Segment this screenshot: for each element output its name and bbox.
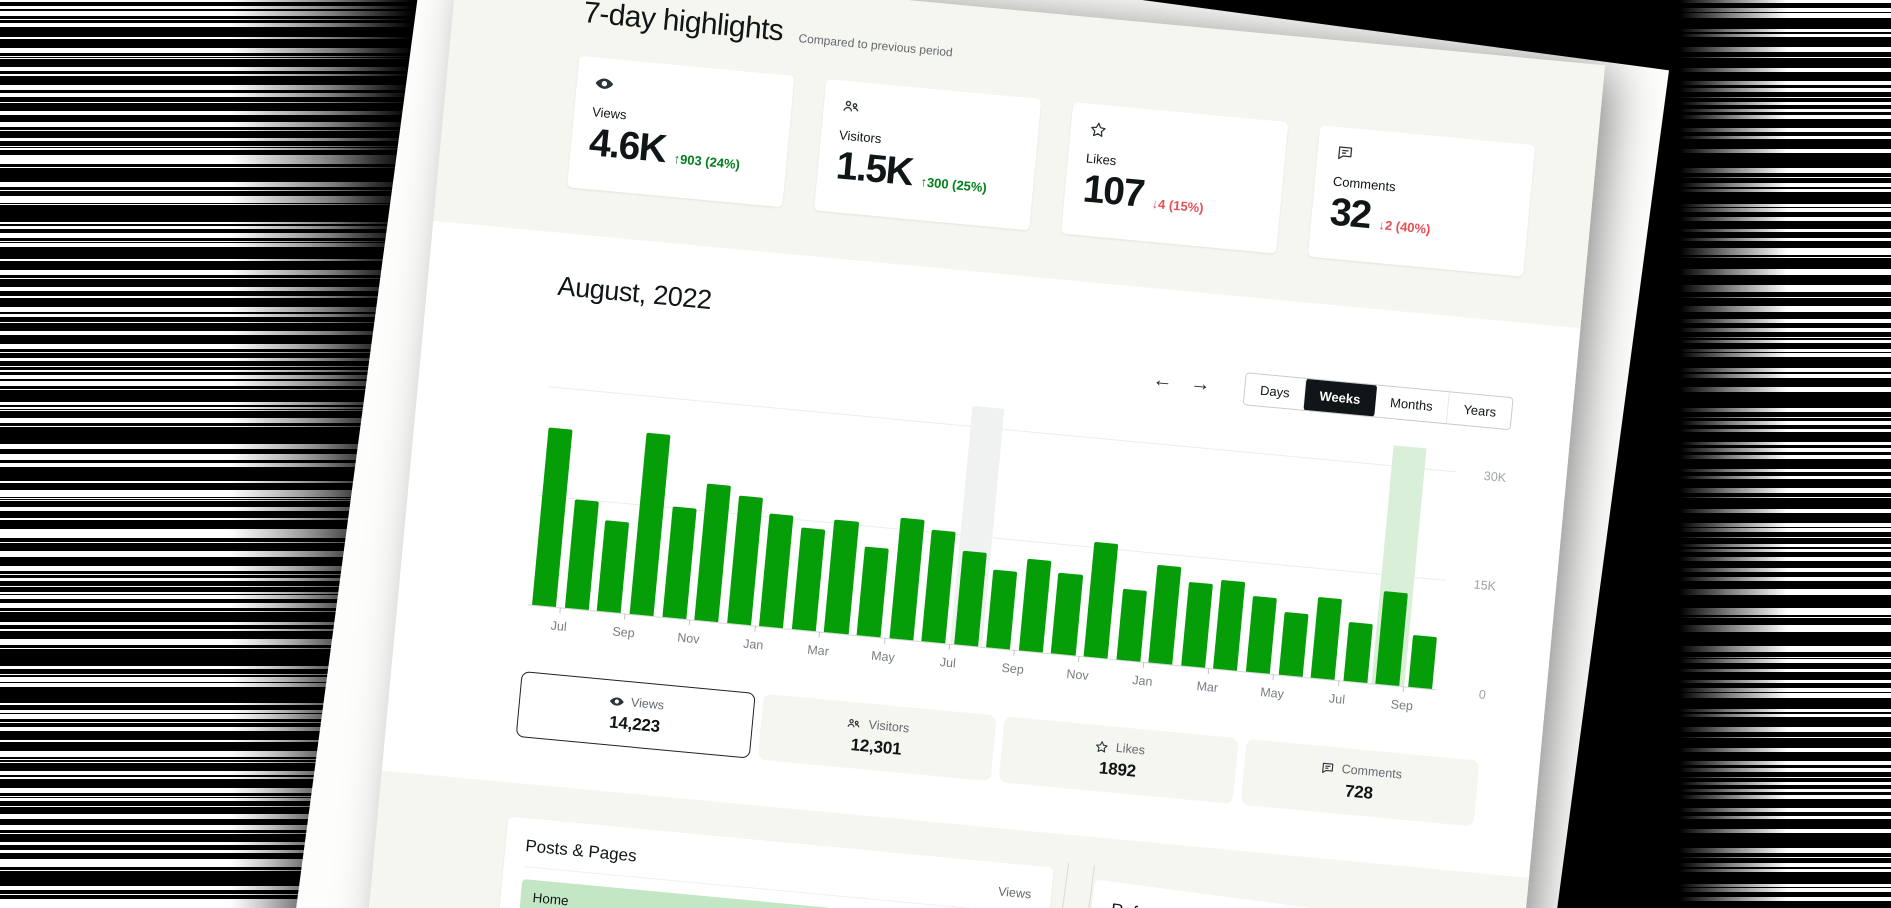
likes-value: 107 [1081, 167, 1146, 216]
star-icon [1093, 738, 1109, 754]
summary-comments-value: 728 [1344, 780, 1374, 803]
views-bar[interactable] [1051, 572, 1083, 656]
views-bar[interactable] [791, 527, 826, 632]
posts-pages-title: Posts & Pages [524, 836, 638, 866]
x-axis-tick: Sep [1390, 685, 1415, 713]
summary-views-label: Views [630, 695, 665, 713]
summary-likes-label: Likes [1115, 740, 1146, 758]
x-axis-tick: Jul [939, 643, 957, 670]
x-axis-tick: Sep [1001, 649, 1026, 677]
x-axis-tick: Sep [612, 612, 637, 640]
views-value: 4.6K [587, 121, 668, 172]
glitch-noise-right [1661, 0, 1891, 908]
x-axis-tick: May [871, 637, 897, 665]
tab-months[interactable]: Months [1372, 385, 1450, 424]
views-bar[interactable] [1116, 588, 1147, 662]
summary-visitors-value: 12,301 [849, 734, 903, 759]
views-bar[interactable] [1018, 558, 1052, 653]
views-bar[interactable] [1213, 580, 1246, 671]
summary-likes-value: 1892 [1098, 757, 1137, 781]
tab-years[interactable]: Years [1446, 392, 1513, 430]
views-bar[interactable] [1343, 622, 1373, 683]
comment-icon [1335, 143, 1516, 179]
bar-chart-plot[interactable]: Jul Sep Nov Jan Mar May Jul Sep Nov Jan Mar May Jul S… [527, 366, 1459, 713]
x-axis-tick: Jan [1132, 661, 1154, 689]
x-axis-tick: Jan [743, 625, 765, 652]
x-axis-tick: Mar [1196, 667, 1220, 695]
views-bar[interactable] [953, 550, 987, 647]
highlights-section: 7-day highlights Compared to previous pe… [433, 0, 1605, 329]
x-axis-tick: Jul [550, 607, 568, 634]
likes-highlight-card: Likes 107 ↓4 (15%) [1060, 101, 1289, 254]
views-bar[interactable] [1180, 582, 1213, 668]
posts-views-header: Views [997, 884, 1032, 902]
y-axis-label: 0 [1478, 687, 1487, 703]
summary-tab-views[interactable]: Views 14,223 [515, 671, 756, 759]
summary-comments-label: Comments [1341, 761, 1403, 782]
views-bar[interactable] [1245, 595, 1277, 674]
views-bar[interactable] [597, 520, 630, 614]
y-axis-label: 30K [1483, 468, 1507, 485]
tab-weeks[interactable]: Weeks [1302, 377, 1377, 418]
tab-days[interactable]: Days [1243, 373, 1307, 410]
comments-highlight-card: Comments 32 ↓2 (40%) [1307, 125, 1536, 277]
people-icon [846, 715, 862, 731]
visitors-value: 1.5K [834, 144, 915, 195]
highlights-subtitle: Compared to previous period [797, 31, 954, 60]
referrers-title: Referrers [1110, 900, 1183, 908]
next-period-arrow[interactable]: → [1189, 372, 1212, 396]
summary-tab-visitors[interactable]: Visitors 12,301 [757, 693, 997, 782]
chart-summary-tabs: Views 14,223 Visitors 12,301 [511, 671, 1480, 872]
x-axis-tick: Mar [807, 631, 831, 659]
comments-trend: ↓2 (40%) [1377, 217, 1432, 237]
post-row-label: Home [532, 890, 570, 908]
views-bar[interactable] [986, 569, 1018, 650]
x-axis-tick: May [1260, 673, 1286, 701]
views-highlight-card: Views 4.6K ↑903 (24%) [567, 55, 795, 208]
x-axis-tick: Nov [677, 618, 702, 646]
visitors-trend: ↑300 (25%) [919, 174, 988, 196]
people-icon [841, 96, 1022, 132]
views-bar[interactable] [1148, 564, 1182, 665]
views-trend: ↑903 (24%) [672, 151, 741, 173]
x-axis-tick: Nov [1066, 655, 1091, 683]
likes-trend: ↓4 (15%) [1151, 195, 1205, 216]
prev-period-arrow[interactable]: ← [1151, 368, 1174, 393]
eye-icon [608, 693, 624, 709]
summary-tab-likes[interactable]: Likes 1892 [998, 716, 1239, 804]
referrers-card: Referrers Views Google 6.2K [1074, 879, 1464, 908]
stats-page: 7-day highlights Compared to previous pe… [334, 0, 1605, 908]
visitors-highlight-card: Visitors 1.5K ↑300 (25%) [814, 78, 1042, 231]
comments-value: 32 [1328, 190, 1373, 238]
x-axis-tick: Jul [1328, 680, 1346, 707]
summary-views-value: 14,223 [608, 711, 661, 736]
views-bar[interactable] [1278, 612, 1309, 677]
chart-section: August, 2022 ← → Days Weeks Months Years… [381, 220, 1581, 878]
views-bar[interactable] [1375, 591, 1409, 686]
eye-icon [594, 73, 775, 109]
y-axis-label: 15K [1473, 577, 1497, 594]
views-bar[interactable] [856, 546, 889, 638]
summary-tab-comments[interactable]: Comments 728 [1239, 738, 1480, 827]
views-bar[interactable] [1310, 596, 1343, 680]
comment-icon [1319, 759, 1335, 775]
summary-visitors-label: Visitors [868, 717, 910, 736]
star-icon [1088, 120, 1269, 156]
posts-pages-card: Posts & Pages Views Home 4.3K Fujifilm x… [489, 816, 1054, 908]
highlights-title: 7-day highlights [581, 0, 785, 48]
views-bar[interactable] [1408, 634, 1437, 690]
